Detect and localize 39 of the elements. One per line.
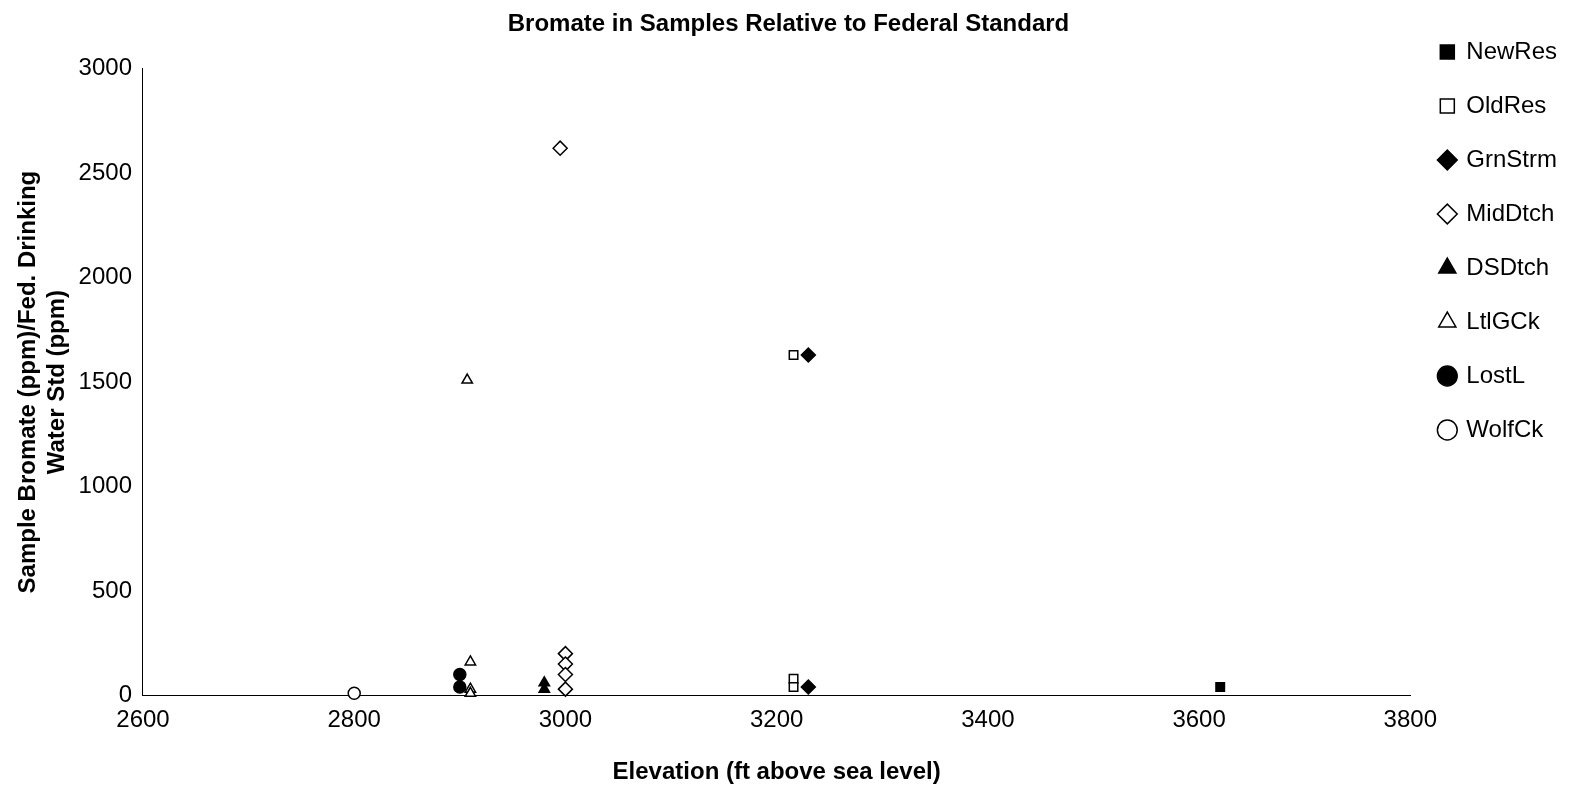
legend-label: DSDtch (1466, 252, 1549, 280)
point (788, 349, 799, 360)
point (461, 373, 474, 384)
y-tick-label: 1500 (78, 366, 132, 394)
y-tick-label: 1000 (78, 471, 132, 499)
x-tick-label: 2800 (327, 705, 381, 733)
legend-label: LostL (1466, 360, 1526, 388)
legend-label: GrnStrm (1466, 144, 1557, 172)
y-tick-label: 2500 (78, 157, 132, 185)
x-tick-label: 3400 (961, 705, 1015, 733)
x-tick-label: 3000 (538, 705, 593, 733)
point (464, 686, 477, 698)
point (453, 680, 467, 694)
y-axis-title: Sample Bromate (ppm)/Fed. Drinking Water Std (ppm) (13, 170, 69, 594)
y-tick-label: 3000 (78, 53, 132, 81)
point (453, 667, 467, 682)
legend-label: NewRes (1466, 36, 1558, 64)
point (464, 655, 477, 666)
point (347, 686, 361, 701)
point (800, 347, 817, 363)
point (800, 679, 817, 695)
y-tick-label: 0 (118, 680, 132, 708)
point (557, 681, 574, 697)
y-tick-label: 500 (91, 575, 132, 603)
x-axis-title: Elevation (ft above sea level) (612, 757, 941, 785)
x-tick-label: 3800 (1383, 705, 1437, 733)
chart-title: Bromate in Samples Relative to Federal Standard (507, 9, 1070, 37)
x-tick-label: 2600 (116, 705, 170, 733)
point (788, 682, 799, 693)
x-tick-label: 3200 (749, 705, 804, 733)
legend-label: MidDtch (1466, 198, 1555, 226)
point (557, 666, 574, 683)
legend-label: LtlGCk (1466, 306, 1541, 334)
y-tick-label: 2000 (78, 262, 132, 290)
point (1215, 682, 1226, 693)
legend-label: OldRes (1466, 90, 1547, 118)
point (552, 140, 568, 156)
legend-label: WolfCk (1466, 414, 1545, 442)
x-tick-label: 3600 (1172, 705, 1226, 733)
